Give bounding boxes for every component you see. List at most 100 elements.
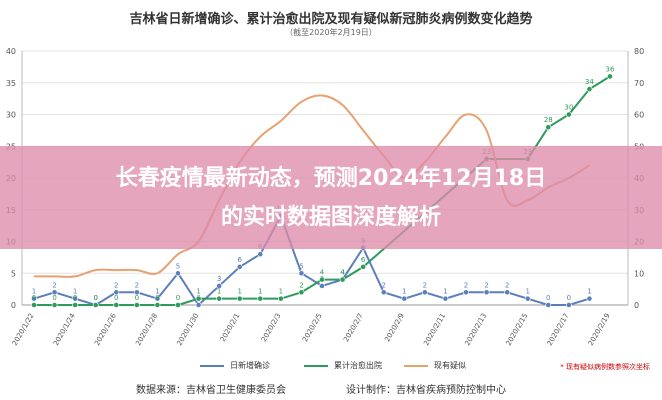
x-tick-label: 2020/2/9 bbox=[383, 312, 406, 343]
data-point-new-confirmed bbox=[319, 283, 325, 289]
data-point-new-confirmed bbox=[524, 295, 531, 302]
data-point-new-confirmed bbox=[154, 295, 161, 302]
data-label-cured: 0 bbox=[32, 294, 36, 302]
data-label-cured: 0 bbox=[176, 294, 180, 302]
data-label-new-confirmed: 6 bbox=[237, 256, 242, 264]
data-point-cured bbox=[607, 73, 613, 80]
x-tick-label: 2020/2/15 bbox=[505, 312, 530, 347]
headline-banner: 长春疫情最新动态，预测2024年12月18日 的实时数据图深度解析 bbox=[0, 146, 662, 249]
designer-credit: 设计制作：吉林省疾病预防控制中心 bbox=[346, 385, 506, 396]
data-label-new-confirmed: 1 bbox=[525, 288, 529, 296]
data-point-new-confirmed bbox=[72, 295, 79, 302]
data-label-new-confirmed: 5 bbox=[299, 262, 303, 270]
data-label-new-confirmed: 1 bbox=[443, 288, 447, 296]
data-label-cured: 1 bbox=[217, 288, 221, 296]
data-label-new-confirmed: 1 bbox=[587, 288, 591, 296]
data-point-cured bbox=[277, 295, 284, 302]
data-label-new-confirmed: 1 bbox=[73, 288, 77, 296]
data-point-new-confirmed bbox=[175, 270, 181, 277]
data-point-new-confirmed bbox=[483, 289, 490, 296]
data-point-new-confirmed bbox=[133, 289, 140, 296]
data-label-new-confirmed: 2 bbox=[484, 281, 488, 289]
data-label-cured: 28 bbox=[544, 116, 553, 124]
data-point-new-confirmed bbox=[31, 295, 37, 302]
headline-line-2: 的实时数据图深度解析 bbox=[220, 205, 441, 230]
data-label-new-confirmed: 0 bbox=[93, 294, 97, 302]
x-tick-label: 2020/2/11 bbox=[422, 312, 447, 347]
data-label-new-confirmed: 0 bbox=[567, 294, 571, 302]
data-point-cured bbox=[31, 302, 37, 308]
data-label-cured: 0 bbox=[114, 294, 118, 302]
x-tick-label: 2020/1/26 bbox=[93, 312, 118, 348]
data-point-cured bbox=[236, 295, 243, 302]
y-tick-label: 40 bbox=[6, 47, 16, 56]
data-point-cured bbox=[545, 124, 552, 131]
data-label-cured: 1 bbox=[279, 288, 283, 296]
x-tick-label: 2020/2/19 bbox=[587, 312, 612, 347]
data-label-new-confirmed: 2 bbox=[464, 281, 468, 289]
legend-swatch bbox=[304, 364, 328, 367]
series-line-new-confirmed bbox=[33, 213, 590, 307]
data-label-cured: 34 bbox=[585, 78, 594, 86]
y2-tick-label: 60 bbox=[634, 111, 644, 120]
data-label-cured: 4 bbox=[340, 269, 345, 277]
y2-tick-label: 10 bbox=[634, 269, 644, 278]
x-tick-label: 2020/2/7 bbox=[342, 312, 365, 343]
x-tick-label: 2020/2/3 bbox=[260, 312, 283, 343]
data-label-cured: 30 bbox=[564, 104, 573, 112]
data-source: 数据来源：吉林省卫生健康委员会 bbox=[136, 385, 286, 396]
data-label-new-confirmed: 4 bbox=[340, 269, 345, 277]
x-tick-label: 2020/2/1 bbox=[219, 312, 242, 343]
data-point-new-confirmed bbox=[51, 289, 58, 296]
data-point-cured bbox=[113, 302, 120, 308]
legend-label: 累计治愈出院 bbox=[334, 361, 382, 370]
data-point-cured bbox=[298, 289, 305, 296]
legend-swatch bbox=[404, 364, 428, 367]
data-point-new-confirmed bbox=[421, 289, 428, 296]
legend-item-suspected: 现有疑似 bbox=[404, 360, 466, 371]
data-point-cured bbox=[195, 295, 202, 302]
data-point-cured bbox=[257, 295, 264, 302]
data-point-cured bbox=[133, 302, 140, 308]
data-label-cured: 1 bbox=[258, 288, 262, 296]
data-point-cured bbox=[154, 302, 161, 308]
legend-item-cured: 累计治愈出院 bbox=[304, 360, 382, 371]
data-point-new-confirmed bbox=[401, 295, 408, 302]
data-label-new-confirmed: 2 bbox=[135, 281, 139, 289]
data-label-cured: 0 bbox=[52, 294, 56, 302]
data-label-cured: 0 bbox=[135, 294, 139, 302]
data-point-cured bbox=[339, 276, 346, 283]
data-label-cured: 0 bbox=[73, 294, 77, 302]
chart-title: 吉林省日新增确诊、累计治愈出院及现有疑似新冠肺炎病例数变化趋势 bbox=[129, 12, 533, 27]
chart-subtitle: （截至2020年2月19日） bbox=[285, 28, 377, 37]
data-point-cured bbox=[175, 302, 181, 308]
legend-label: 日新增确诊 bbox=[230, 361, 270, 370]
data-label-cured: 2 bbox=[299, 281, 303, 289]
y2-tick-label: 0 bbox=[634, 301, 639, 310]
y-tick-label: 5 bbox=[11, 269, 16, 278]
data-point-cured bbox=[319, 276, 325, 283]
data-point-new-confirmed bbox=[216, 283, 223, 289]
axis-note: * 现有疑似病例数参照次坐标 bbox=[560, 363, 650, 371]
data-point-cured bbox=[360, 263, 367, 270]
x-tick-label: 2020/1/22 bbox=[11, 312, 36, 347]
data-point-new-confirmed bbox=[545, 302, 552, 308]
data-label-new-confirmed: 2 bbox=[423, 281, 427, 289]
x-tick-label: 2020/1/28 bbox=[134, 312, 159, 347]
x-tick-label: 2020/1/24 bbox=[52, 312, 77, 348]
data-point-cured bbox=[72, 302, 79, 308]
y2-tick-label: 80 bbox=[634, 47, 644, 56]
y-tick-label: 35 bbox=[6, 79, 16, 88]
data-label-cured: 36 bbox=[606, 65, 615, 73]
legend-swatch bbox=[200, 364, 224, 367]
data-point-new-confirmed bbox=[257, 251, 264, 258]
data-label-cured: 6 bbox=[361, 256, 366, 264]
data-point-new-confirmed bbox=[442, 295, 449, 302]
x-tick-label: 2020/1/30 bbox=[175, 312, 200, 347]
data-point-new-confirmed bbox=[298, 270, 305, 277]
data-label-cured: 4 bbox=[320, 269, 325, 277]
data-point-new-confirmed bbox=[113, 289, 120, 296]
data-label-new-confirmed: 2 bbox=[505, 281, 509, 289]
data-point-cured bbox=[216, 295, 223, 302]
legend-label: 现有疑似 bbox=[434, 361, 466, 370]
